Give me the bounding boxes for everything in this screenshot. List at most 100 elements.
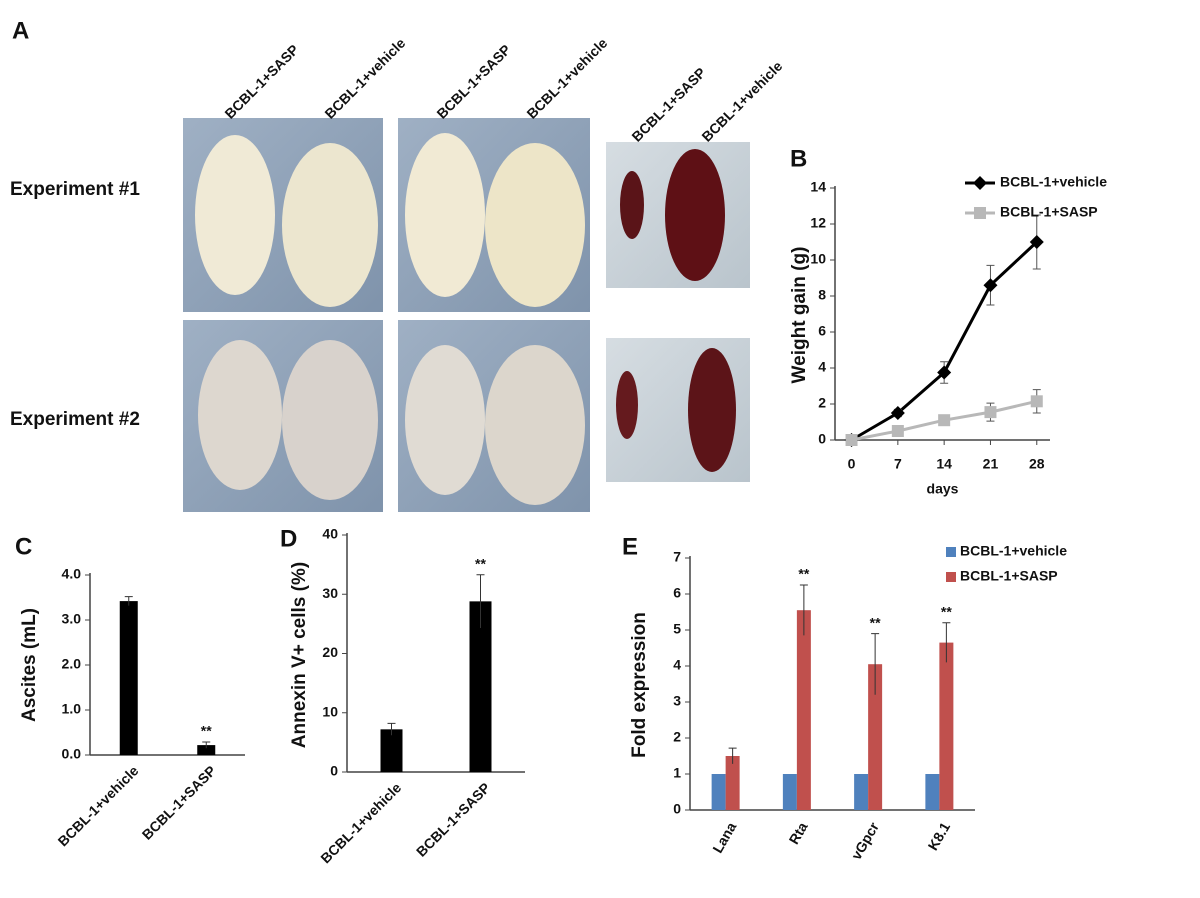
photos: [183, 118, 750, 512]
x-tick-label: Rta: [786, 819, 811, 847]
series-line: [850, 240, 1038, 442]
significance: **: [475, 555, 486, 571]
y-tick-label: 30: [322, 585, 338, 601]
marker: [938, 414, 951, 427]
legend-label: BCBL-1+vehicle: [1000, 174, 1107, 190]
marker: [845, 434, 858, 446]
error-bar: [871, 633, 880, 695]
y-tick-label: 0.0: [62, 746, 82, 762]
bar: [711, 774, 726, 810]
y-tick-label: 0: [673, 801, 681, 817]
bar: [854, 774, 869, 810]
spleen: [620, 171, 644, 239]
error-bar: [799, 584, 808, 636]
y-tick-label: 1: [673, 765, 681, 781]
bar: [868, 664, 883, 810]
bar: [197, 745, 216, 755]
y-tick-label: 20: [322, 644, 338, 660]
mouse: [405, 345, 485, 495]
y-tick-label: 1.0: [62, 701, 82, 717]
y-tick-label: 4: [818, 359, 826, 375]
y-tick-label: 2.0: [62, 656, 82, 672]
bar: [925, 774, 940, 810]
marker: [1030, 395, 1043, 408]
bar: [380, 729, 403, 772]
y-tick-label: 0: [818, 431, 826, 447]
mouse: [198, 340, 282, 490]
panel-label: B: [790, 145, 807, 172]
marker: [891, 425, 904, 437]
error-bar: [728, 747, 737, 764]
significance: **: [201, 723, 212, 739]
panel-label: C: [15, 533, 32, 560]
mouse: [282, 340, 378, 500]
y-tick-label: 4: [673, 657, 681, 673]
x-tick-label: BCBL-1+SASP: [139, 762, 219, 842]
bar: [796, 610, 811, 810]
error-bar: [942, 622, 951, 663]
bar: [725, 756, 740, 810]
y-axis-label: Weight gain (g): [789, 247, 810, 384]
mouse: [485, 345, 585, 505]
x-tick-label: BCBL-1+SASP: [413, 779, 493, 859]
mouse: [282, 143, 378, 307]
bar: [939, 642, 954, 810]
x-tick-label: 7: [894, 456, 902, 472]
row-label: Experiment #1: [10, 179, 140, 200]
significance: **: [798, 566, 809, 582]
marker: [1029, 235, 1044, 249]
y-tick-label: 40: [322, 526, 338, 542]
legend-marker: [974, 207, 986, 219]
y-tick-label: 2: [673, 729, 681, 745]
column-label: BCBL-1+vehicle: [698, 58, 785, 145]
error-bar: [202, 741, 211, 749]
y-tick-label: 0: [330, 763, 338, 779]
error-bar: [387, 722, 396, 736]
y-tick-label: 4.0: [62, 566, 82, 582]
x-tick-label: Lana: [709, 819, 739, 855]
column-label: BCBL-1+vehicle: [523, 35, 610, 122]
mouse: [405, 133, 485, 297]
mouse: [195, 135, 275, 295]
x-tick-label: 0: [848, 456, 856, 472]
x-tick-label: vGpcr: [848, 819, 882, 863]
x-tick-label: BCBL-1+vehicle: [317, 779, 404, 866]
spleen: [665, 149, 725, 281]
significance: **: [941, 604, 952, 620]
panel-label: A: [12, 17, 29, 44]
column-label: BCBL-1+SASP: [433, 41, 513, 121]
marker: [890, 406, 905, 420]
legend-label: BCBL-1+SASP: [1000, 204, 1098, 220]
x-axis-label: days: [927, 481, 959, 497]
x-tick-label: BCBL-1+vehicle: [55, 762, 142, 849]
y-axis-label: Ascites (mL): [19, 608, 40, 722]
y-tick-label: 14: [810, 179, 826, 195]
y-axis-label: Fold expression: [629, 612, 650, 758]
column-label: BCBL-1+vehicle: [321, 35, 408, 122]
y-tick-label: 6: [818, 323, 826, 339]
spleen: [688, 348, 736, 472]
legend-swatch: [946, 572, 956, 582]
y-tick-label: 3.0: [62, 611, 82, 627]
y-axis-label: Annexin V+ cells (%): [289, 562, 310, 748]
x-tick-label: 28: [1029, 456, 1045, 472]
legend-label: BCBL-1+vehicle: [960, 543, 1067, 559]
y-tick-label: 12: [810, 215, 826, 231]
legend-marker: [973, 176, 987, 190]
spleen: [616, 371, 638, 439]
y-tick-label: 10: [322, 703, 338, 719]
y-tick-label: 3: [673, 693, 681, 709]
y-tick-label: 6: [673, 585, 681, 601]
legend-label: BCBL-1+SASP: [960, 568, 1058, 584]
panel-label: E: [622, 533, 638, 560]
x-tick-label: K8.1: [925, 819, 954, 853]
significance: **: [870, 614, 881, 630]
y-tick-label: 2: [818, 395, 826, 411]
row-label: Experiment #2: [10, 409, 140, 430]
bar: [469, 601, 492, 772]
bar: [119, 601, 138, 755]
y-tick-label: 5: [673, 621, 681, 637]
column-label: BCBL-1+SASP: [221, 41, 301, 121]
